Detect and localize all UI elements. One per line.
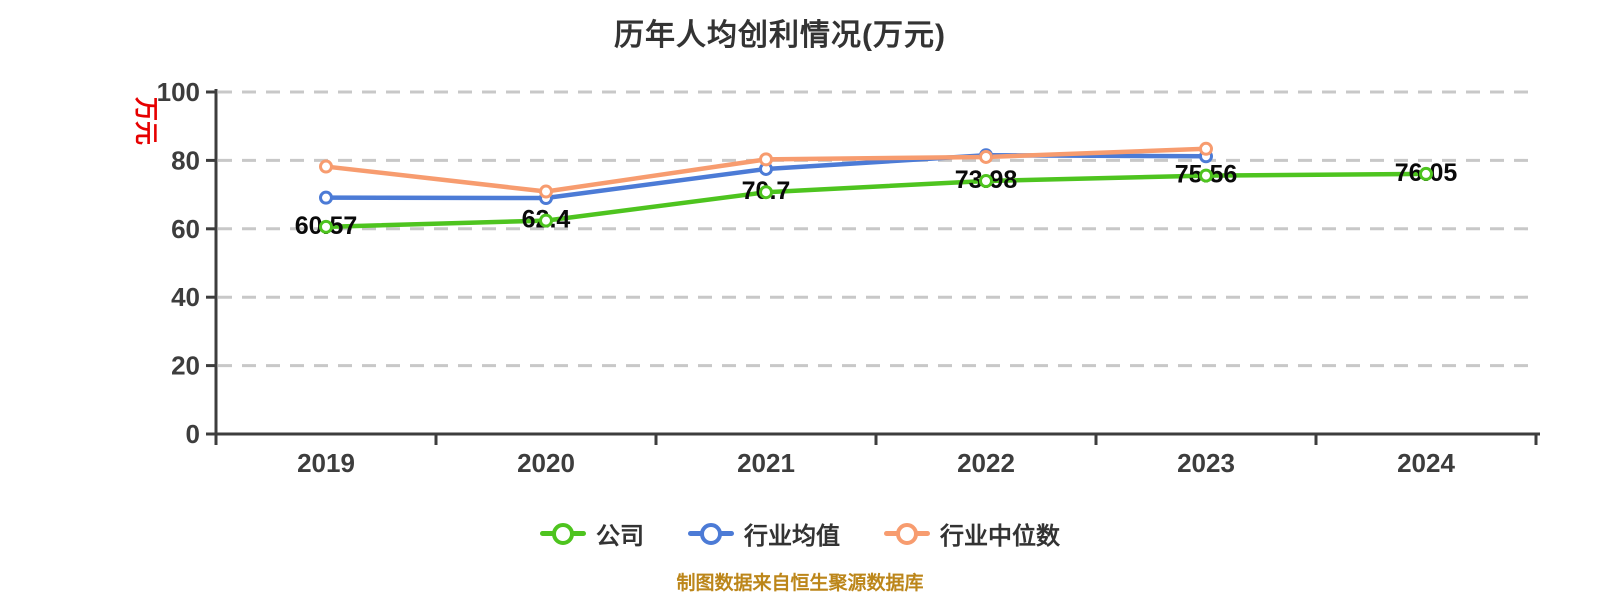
legend-marker-line <box>688 522 734 545</box>
data-point-marker <box>539 213 553 228</box>
data-point-marker <box>979 149 993 164</box>
x-axis-tick-label: 2022 <box>957 448 1015 478</box>
data-point-marker <box>1199 141 1213 156</box>
legend-item-label: 公司 <box>596 523 644 550</box>
data-point-marker <box>319 219 333 234</box>
legend-item-0[interactable]: 公司 <box>540 516 644 551</box>
data-point-marker <box>759 185 773 200</box>
y-axis-tick-label: 0 <box>186 419 200 449</box>
y-axis-tick-label: 40 <box>171 282 200 312</box>
series-line-0 <box>323 171 1429 230</box>
legend-item-1[interactable]: 行业均值 <box>688 516 840 551</box>
data-point-marker <box>1199 168 1213 183</box>
y-axis-tick-label: 20 <box>171 351 200 381</box>
legend-item-label: 行业中位数 <box>940 523 1060 550</box>
data-point-marker <box>1419 166 1433 181</box>
legend-marker-line <box>540 522 586 545</box>
x-axis-tick-label: 2020 <box>517 448 575 478</box>
data-source-note: 制图数据来自恒生聚源数据库 <box>676 573 924 594</box>
legend-marker-dot <box>896 522 918 545</box>
data-point-marker <box>539 184 553 199</box>
y-axis-tick-label: 60 <box>171 214 200 244</box>
legend: 公司 行业均值 行业中位数 <box>0 516 1600 551</box>
legend-item-label: 行业均值 <box>744 523 840 550</box>
y-axis-tick-label: 80 <box>171 145 200 175</box>
data-point-marker <box>319 159 333 174</box>
data-point-marker <box>759 152 773 167</box>
x-axis-tick-label: 2024 <box>1397 448 1455 478</box>
chart-title: 历年人均创利情况(万元) <box>614 19 946 52</box>
data-point-marker <box>319 190 333 205</box>
data-point-marker <box>979 173 993 188</box>
legend-marker-dot <box>552 522 574 545</box>
y-axis-tick-label: 100 <box>157 77 200 107</box>
legend-item-2[interactable]: 行业中位数 <box>884 516 1060 551</box>
legend-marker-dot <box>700 522 722 545</box>
x-axis-tick-label: 2021 <box>737 448 795 478</box>
x-axis-tick-label: 2019 <box>297 448 355 478</box>
legend-marker-line <box>884 522 930 545</box>
x-axis-tick-label: 2023 <box>1177 448 1235 478</box>
